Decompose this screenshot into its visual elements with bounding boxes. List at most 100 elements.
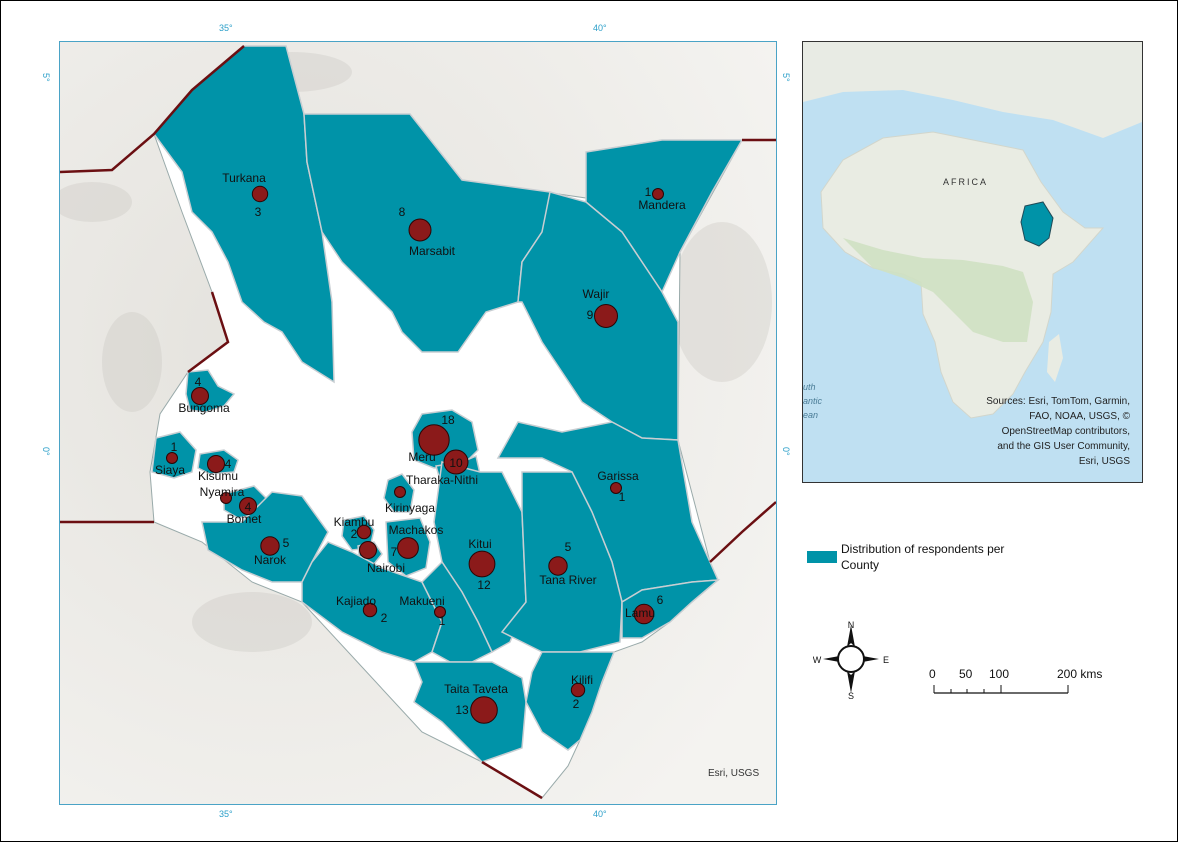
county-count-machakos: 7 bbox=[391, 545, 398, 559]
county-count-siaya: 1 bbox=[171, 440, 178, 454]
marker-kitui[interactable] bbox=[468, 550, 496, 578]
tick-left-5: 5° bbox=[41, 73, 51, 82]
inset-eurasia bbox=[803, 42, 1142, 138]
county-label-siaya: Siaya bbox=[155, 463, 185, 477]
county-label-taita-taveta: Taita Taveta bbox=[444, 682, 508, 696]
county-count-tharaka-nithi: 10 bbox=[449, 456, 463, 470]
sources-line: FAO, NOAA, USGS, © bbox=[1029, 411, 1130, 422]
county-taita-taveta bbox=[412, 661, 527, 763]
county-count-garissa: 1 bbox=[619, 490, 626, 504]
marker-kajiado[interactable] bbox=[362, 602, 378, 618]
county-count-kiambu: 2 bbox=[351, 527, 358, 541]
marker-siaya[interactable] bbox=[166, 452, 178, 464]
county-label-bomet: Bomet bbox=[227, 512, 262, 526]
county-label-tharaka-nithi: Tharaka-Nithi bbox=[406, 473, 478, 487]
marker-nairobi[interactable] bbox=[359, 541, 377, 559]
marker-bungoma[interactable] bbox=[191, 387, 209, 405]
legend-label: Distribution of respondents per County bbox=[841, 542, 1005, 572]
county-count-bomet: 4 bbox=[245, 500, 252, 514]
tick-top-40: 40° bbox=[593, 23, 607, 33]
county-label-machakos: Machakos bbox=[389, 523, 444, 537]
scale-label-50: 50 bbox=[959, 667, 973, 681]
county-count-wajir: 9 bbox=[587, 308, 594, 322]
inset-madagascar bbox=[1047, 334, 1063, 382]
marker-machakos[interactable] bbox=[397, 537, 419, 559]
international-border bbox=[60, 45, 776, 800]
compass-w: W bbox=[813, 655, 822, 665]
marker-narok[interactable] bbox=[260, 536, 280, 556]
main-map[interactable]: Turkana 3 Marsabit 8 Mandera 1 Wajir 9 Bungoma 4 S… bbox=[59, 41, 777, 805]
marker-meru[interactable] bbox=[418, 424, 450, 456]
marker-makueni[interactable] bbox=[434, 606, 446, 618]
scale-label-0: 0 bbox=[929, 667, 936, 681]
compass-e: E bbox=[883, 655, 889, 665]
county-label-marsabit: Marsabit bbox=[409, 244, 456, 258]
county-count-mandera: 1 bbox=[645, 185, 652, 199]
marker-lamu[interactable] bbox=[633, 603, 655, 625]
marker-tharaka-nithi[interactable] bbox=[443, 449, 469, 475]
county-count-kitui: 12 bbox=[477, 578, 491, 592]
marker-marsabit[interactable] bbox=[408, 218, 432, 242]
marker-kiambu[interactable] bbox=[356, 524, 372, 540]
marker-turkana[interactable] bbox=[251, 185, 269, 203]
legend-swatch bbox=[807, 551, 837, 563]
compass-s: S bbox=[848, 691, 854, 699]
county-label-lamu: Lamu bbox=[625, 606, 655, 620]
marker-mandera[interactable] bbox=[652, 188, 664, 200]
sources-line: and the GIS User Community, bbox=[997, 441, 1130, 452]
county-count-kajiado: 2 bbox=[381, 611, 388, 625]
marker-kirinyaga[interactable] bbox=[394, 486, 406, 498]
legend: Distribution of respondents per County bbox=[807, 541, 1027, 581]
scale-label-200: 200 kms bbox=[1057, 667, 1103, 681]
inset-map[interactable]: AFRICA uth antic ean Sources: Esri, TomT… bbox=[802, 41, 1143, 483]
inset-ocean-label-1: uth bbox=[803, 382, 816, 392]
county-count-kilifi: 2 bbox=[573, 697, 580, 711]
county-label-meru: Meru bbox=[408, 450, 435, 464]
county-count-narok: 5 bbox=[283, 536, 290, 550]
county-label-mandera: Mandera bbox=[638, 198, 686, 212]
county-count-taita-taveta: 13 bbox=[455, 703, 469, 717]
marker-taita-taveta[interactable] bbox=[470, 696, 498, 724]
tick-right-0: 0° bbox=[781, 447, 791, 456]
north-arrow: N S W E bbox=[813, 619, 889, 701]
county-count-tana-river: 5 bbox=[565, 540, 572, 554]
marker-nyamira[interactable] bbox=[220, 492, 232, 504]
compass-icon: N S W E bbox=[813, 620, 889, 701]
marker-kisumu[interactable] bbox=[207, 455, 225, 473]
county-label-kilifi: Kilifi bbox=[571, 673, 593, 687]
tick-top-35: 35° bbox=[219, 23, 233, 33]
county-label-nairobi: Nairobi bbox=[367, 561, 405, 575]
county-label-kirinyaga: Kirinyaga bbox=[385, 501, 435, 515]
county-label-nyamira: Nyamira bbox=[200, 485, 245, 499]
scale-bar: 0 50 100 200 kms bbox=[927, 667, 1127, 707]
marker-wajir[interactable] bbox=[594, 304, 618, 328]
county-count-meru: 18 bbox=[441, 413, 455, 427]
tick-left-0: 0° bbox=[41, 447, 51, 456]
tick-bottom-35: 35° bbox=[219, 809, 233, 819]
county-count-lamu: 6 bbox=[657, 593, 664, 607]
county-label-wajir: Wajir bbox=[583, 287, 610, 301]
inset-ocean-label-3: ean bbox=[803, 410, 818, 420]
county-label-kitui: Kitui bbox=[468, 537, 491, 551]
county-count-kisumu: 4 bbox=[225, 457, 232, 471]
marker-garissa[interactable] bbox=[610, 482, 622, 494]
marker-kilifi[interactable] bbox=[570, 682, 586, 698]
county-kilifi bbox=[525, 651, 616, 751]
tick-bottom-40: 40° bbox=[593, 809, 607, 819]
scale-label-100: 100 bbox=[989, 667, 1010, 681]
sources-line: Sources: Esri, TomTom, Garmin, bbox=[986, 396, 1130, 407]
marker-bomet[interactable] bbox=[239, 497, 257, 515]
inset-ocean-label-2: antic bbox=[803, 396, 823, 406]
inset-kenya bbox=[1020, 201, 1054, 247]
county-count-marsabit: 8 bbox=[399, 205, 406, 219]
county-label-turkana: Turkana bbox=[222, 171, 266, 185]
county-label-narok: Narok bbox=[254, 553, 287, 567]
county-label-bungoma: Bungoma bbox=[178, 401, 230, 415]
tick-right-5: 5° bbox=[781, 73, 791, 82]
county-count-bungoma: 4 bbox=[195, 375, 202, 389]
county-label-makueni: Makueni bbox=[399, 594, 444, 608]
marker-tana-river[interactable] bbox=[548, 556, 568, 576]
scale-bar-ruler bbox=[933, 685, 1069, 694]
